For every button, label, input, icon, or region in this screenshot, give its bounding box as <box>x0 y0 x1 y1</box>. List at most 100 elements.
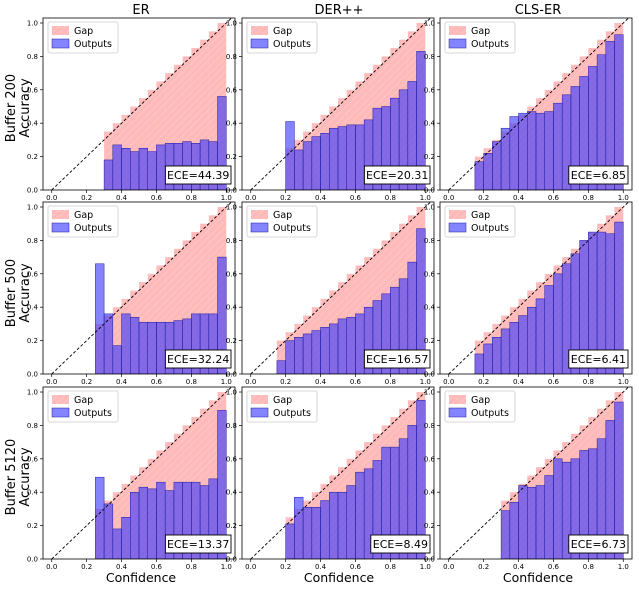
legend: Gap Outputs <box>47 21 119 54</box>
x-tick-label: 0.8 <box>385 563 396 571</box>
ece-badge: ECE=20.31 <box>363 165 431 185</box>
gap-bar-hatch <box>200 39 209 190</box>
legend-gap-label: Gap <box>74 395 93 406</box>
output-bar <box>346 124 356 190</box>
x-tick-label: 1.0 <box>221 194 232 202</box>
panel-frame <box>439 17 633 191</box>
x-tick-label: 0.0 <box>245 378 256 386</box>
legend: Gap Outputs <box>47 205 119 238</box>
output-bar <box>346 316 356 374</box>
ece-badge: ECE=8.49 <box>370 534 431 554</box>
legend: Gap Outputs <box>246 21 318 54</box>
output-bar <box>311 136 321 190</box>
output-bar <box>147 151 157 190</box>
output-bar <box>302 333 313 374</box>
calibration-panel: 0.0 0.2 0.4 0.6 0.8 1.00.00.20.40.60.81.0GapO… <box>27 201 236 386</box>
legend: Gap Outputs <box>47 390 119 423</box>
output-bar <box>416 400 426 559</box>
row-label-line1: Buffer 200 <box>4 74 19 142</box>
x-tick-label: 1.0 <box>420 563 431 571</box>
row-label-buffer-500: Buffer 500 Accuracy <box>4 259 33 327</box>
x-tick-label: 0.0 <box>245 194 256 202</box>
row-label-line1: Buffer 500 <box>4 259 19 327</box>
output-bar <box>329 127 339 190</box>
y-tick-label: 1.0 <box>226 20 237 28</box>
y-tick-label: 0.8 <box>27 237 38 245</box>
legend-gap-swatch-hatch <box>251 395 268 404</box>
y-tick-label: 0.6 <box>27 86 39 94</box>
output-bar <box>337 491 347 559</box>
legend: Gap Outputs <box>246 390 318 423</box>
output-bar <box>518 485 528 559</box>
output-bar <box>483 343 493 374</box>
output-bar <box>112 345 122 374</box>
output-bar <box>285 340 295 374</box>
calibration-panel: 0.0 0.2 0.4 0.6 0.8 1.00.00.20.40.60.81.0GapO… <box>226 386 435 571</box>
legend-outputs-swatch <box>250 38 269 49</box>
ece-box <box>568 534 629 554</box>
gap-bar-hatch <box>165 73 174 190</box>
row-label-line2: Accuracy <box>18 447 33 507</box>
plot-area <box>448 387 630 559</box>
panel-frame <box>42 386 236 560</box>
ece-value: ECE=16.57 <box>366 353 428 366</box>
y-tick-label: 1.0 <box>226 389 237 397</box>
output-bar <box>329 323 339 374</box>
ece-badge: ECE=16.57 <box>363 349 431 369</box>
x-tick-label: 0.8 <box>583 378 594 386</box>
x-tick-label: 1.0 <box>420 378 431 386</box>
y-tick-label: 0.8 <box>27 422 38 430</box>
panel-frame <box>42 17 236 191</box>
ece-value: ECE=8.49 <box>373 538 428 551</box>
ece-value: ECE=13.37 <box>167 538 229 551</box>
plot-area <box>250 18 432 190</box>
output-bar <box>112 528 122 559</box>
output-bar <box>302 506 313 559</box>
x-tick-label: 1.0 <box>420 194 431 202</box>
x-tick-label: 0.4 <box>513 563 525 571</box>
y-tick-label: 0.6 <box>226 86 238 94</box>
output-bar <box>121 313 131 374</box>
output-bar <box>320 326 330 374</box>
legend-gap-swatch-hatch <box>449 210 466 219</box>
x-tick-label: 0.2 <box>81 378 92 386</box>
x-tick-label: 0.2 <box>478 378 489 386</box>
output-bar <box>483 153 493 190</box>
plot-area <box>250 387 432 559</box>
x-tick-label: 0.2 <box>280 378 291 386</box>
gap-bar-hatch <box>130 106 139 190</box>
y-tick-label: 0.4 <box>424 304 436 312</box>
output-bar <box>95 476 105 559</box>
x-tick-label: 1.0 <box>618 378 629 386</box>
perfect-calibration-line <box>51 18 233 190</box>
x-tick-label: 0.4 <box>315 563 327 571</box>
perfect-calibration-line <box>250 387 432 559</box>
x-tick-label: 0.6 <box>350 194 362 202</box>
legend-gap-swatch-hatch <box>251 26 268 35</box>
y-tick-label: 0.2 <box>226 153 237 161</box>
output-bar <box>346 485 356 559</box>
output-bar <box>156 321 166 374</box>
y-tick-label: 0.8 <box>424 53 435 61</box>
gap-bar-hatch <box>200 223 209 374</box>
ece-box <box>164 349 232 369</box>
y-tick-label: 0.8 <box>424 237 435 245</box>
x-tick-label: 0.8 <box>385 378 396 386</box>
output-bar <box>518 315 528 374</box>
legend: Gap Outputs <box>246 205 318 238</box>
gap-bar-hatch <box>208 215 218 374</box>
gap-bar-hatch <box>200 408 209 559</box>
perfect-calibration-line <box>250 202 432 374</box>
y-tick-label: 0.2 <box>27 153 38 161</box>
output-bar <box>320 500 330 559</box>
legend-gap-swatch-hatch <box>449 395 466 404</box>
plot-area <box>51 387 233 559</box>
y-tick-label: 0.0 <box>226 187 237 195</box>
x-tick-label: 0.2 <box>81 194 92 202</box>
y-tick-label: 0.6 <box>27 270 39 278</box>
output-bar <box>535 298 545 374</box>
y-tick-label: 0.4 <box>27 304 39 312</box>
legend-outputs-label: Outputs <box>273 39 311 50</box>
row-label-line2: Accuracy <box>18 78 33 138</box>
x-tick-label: 0.6 <box>350 563 362 571</box>
